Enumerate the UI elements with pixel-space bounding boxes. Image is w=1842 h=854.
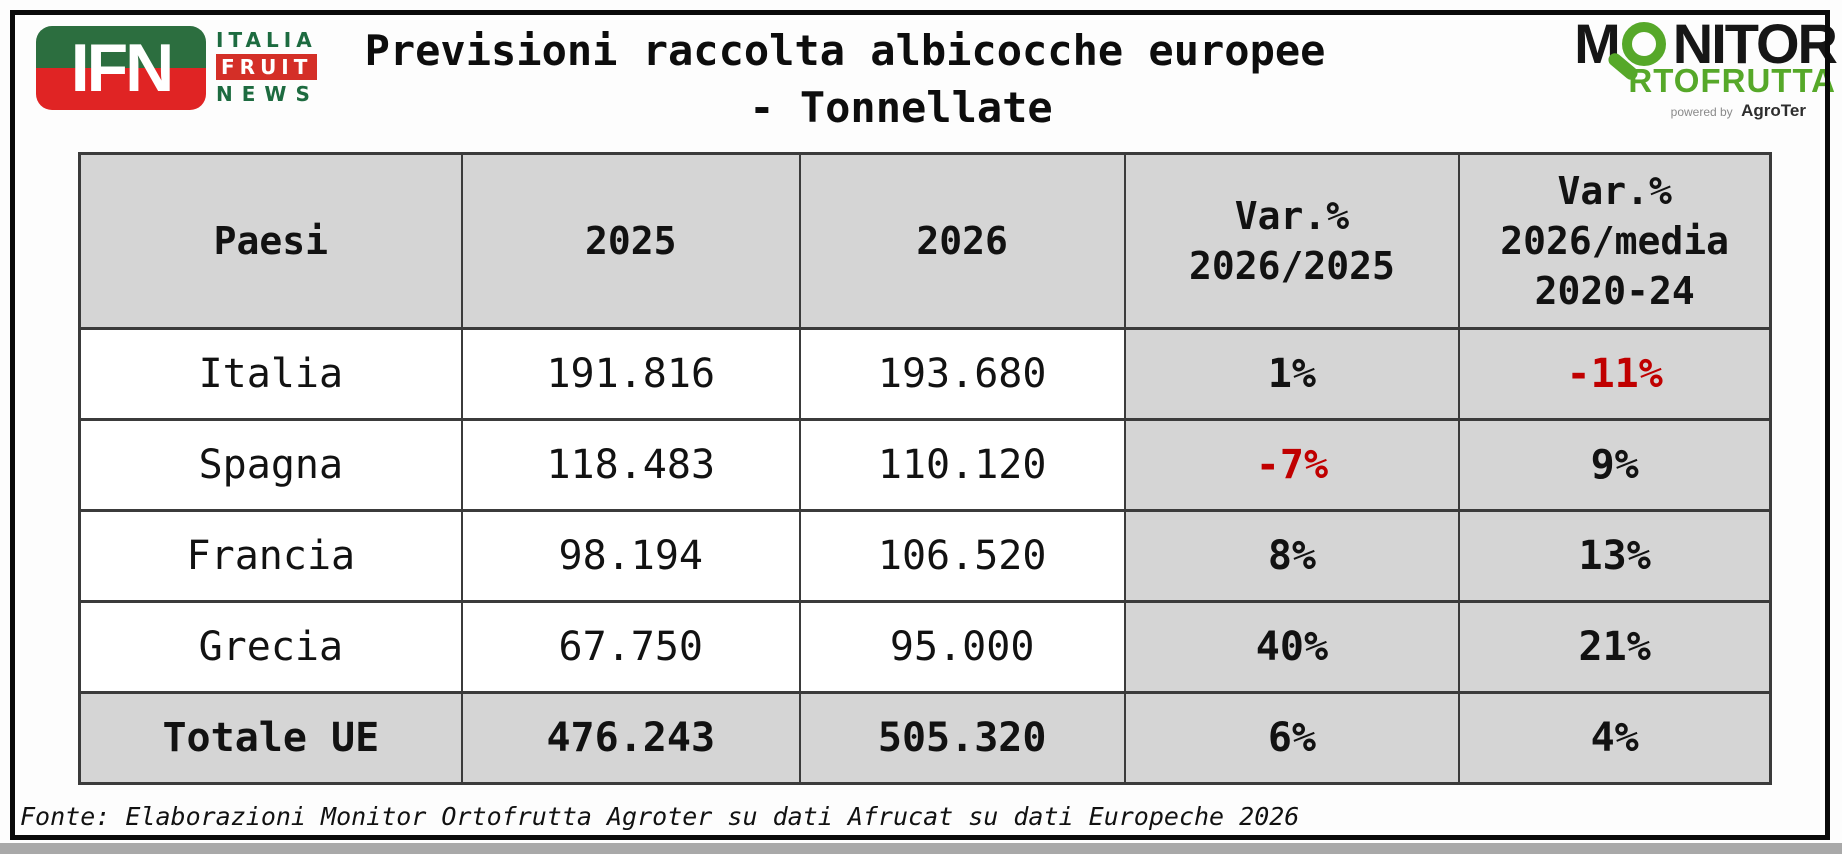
ifn-flag-green-half (36, 26, 206, 68)
monitor-ortofrutta-logo: M NITOR RTOFRUTTA powered by AgroTer (1528, 12, 1838, 121)
table-row-totale-ue: Totale UE 476.243 505.320 6% 4% (78, 691, 1772, 785)
cell-var-2026-2025: -7% (1123, 418, 1461, 512)
ifn-wordmark-italia: ITALIA (216, 28, 317, 52)
cell-2026: 505.320 (798, 691, 1126, 785)
cell-2025: 476.243 (460, 691, 801, 785)
column-header-paesi: Paesi (78, 152, 463, 330)
cell-country: Spagna (78, 418, 463, 512)
powered-by-line: powered by AgroTer (1671, 101, 1806, 121)
table-row-grecia: Grecia 67.750 95.000 40% 21% (78, 600, 1772, 694)
monitor-word: M NITOR (1574, 12, 1838, 83)
cell-country: Italia (78, 327, 463, 421)
agroter-label: AgroTer (1741, 101, 1806, 120)
title-line-2: - Tonnellate (749, 83, 1053, 132)
column-header-var-2026-2025: Var.% 2026/2025 (1123, 152, 1461, 330)
monitor-word-nitor: NITOR (1672, 12, 1838, 75)
ifn-wordmark-fruit: FRUIT (216, 54, 318, 80)
cell-var-2026-media: 21% (1458, 600, 1772, 694)
ifn-wordmark-news: NEWS (216, 82, 319, 106)
ifn-logo: IFN ITALIA FRUIT NEWS (36, 26, 319, 110)
magnifier-ring (1621, 22, 1666, 66)
header-row: Paesi 2025 2026 Var.% 2026/2025 Var.% 20… (78, 152, 1772, 330)
cell-2026: 95.000 (798, 600, 1126, 694)
title-line-1: Previsioni raccolta albicocche europee (364, 26, 1326, 75)
table-row-italia: Italia 191.816 193.680 1% -11% (78, 327, 1772, 421)
cell-2026: 193.680 (798, 327, 1126, 421)
bottom-shadow (0, 843, 1842, 854)
cell-var-2026-2025: 40% (1123, 600, 1461, 694)
ortofrutta-word: RTOFRUTTA (1628, 62, 1836, 99)
cell-country: Francia (78, 509, 463, 603)
column-header-2026: 2026 (798, 152, 1126, 330)
column-header-var-2026-media: Var.% 2026/media 2020-24 (1458, 152, 1772, 330)
ifn-acronym: IFN (70, 30, 175, 106)
cell-country: Totale UE (78, 691, 463, 785)
cell-2026: 106.520 (798, 509, 1126, 603)
source-note: Fonte: Elaborazioni Monitor Ortofrutta A… (20, 802, 1300, 831)
powered-by-label: powered by (1670, 105, 1733, 119)
cell-var-2026-media: 13% (1458, 509, 1772, 603)
ifn-flag-icon: IFN (36, 26, 206, 110)
column-header-2025: 2025 (460, 152, 801, 330)
magnifier-icon (1605, 16, 1672, 83)
cell-var-2026-media: -11% (1458, 327, 1772, 421)
cell-country: Grecia (78, 600, 463, 694)
cell-2025: 67.750 (460, 600, 801, 694)
cell-var-2026-media: 9% (1458, 418, 1772, 512)
cell-var-2026-media: 4% (1458, 691, 1772, 785)
cell-var-2026-2025: 1% (1123, 327, 1461, 421)
page-title: Previsioni raccolta albicocche europee -… (330, 22, 1360, 136)
cell-2025: 191.816 (460, 327, 801, 421)
table-row-spagna: Spagna 118.483 110.120 -7% 9% (78, 418, 1772, 512)
cell-2025: 98.194 (460, 509, 801, 603)
cell-var-2026-2025: 6% (1123, 691, 1461, 785)
ifn-wordmark: ITALIA FRUIT NEWS (216, 26, 319, 106)
forecast-table: Paesi 2025 2026 Var.% 2026/2025 Var.% 20… (78, 152, 1772, 785)
cell-var-2026-2025: 8% (1123, 509, 1461, 603)
cell-2025: 118.483 (460, 418, 801, 512)
table-row-francia: Francia 98.194 106.520 8% 13% (78, 509, 1772, 603)
cell-2026: 110.120 (798, 418, 1126, 512)
ifn-flag-red-half (36, 68, 206, 110)
